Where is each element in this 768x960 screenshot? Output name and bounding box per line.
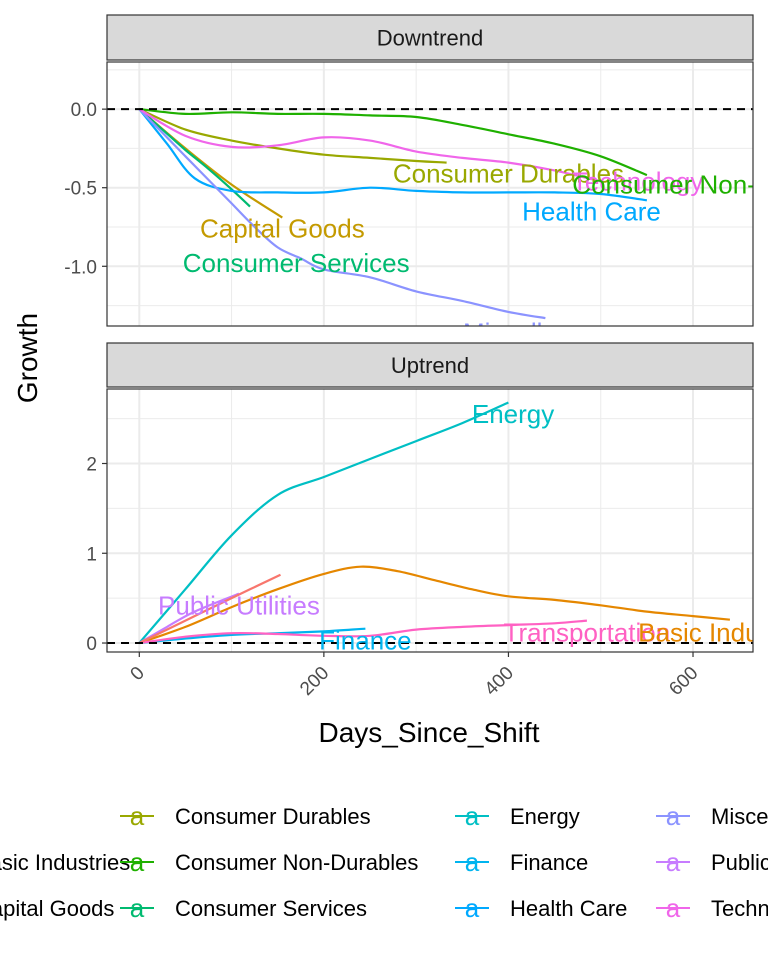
series-line-transportation xyxy=(138,573,281,644)
legend-item-health-care: a Health Care xyxy=(455,893,627,923)
y-tick-label: -0.5 xyxy=(64,179,97,200)
legend-label: Basic Industries xyxy=(0,850,130,875)
legend-key-glyph: a xyxy=(465,801,480,831)
legend-label: Miscellaneous xyxy=(711,804,768,829)
series-line-consumer-non-durables xyxy=(139,108,648,177)
facet-strip xyxy=(106,14,754,61)
facet-strip-text: Uptrend xyxy=(391,353,469,378)
legend-item-finance: a Finance xyxy=(455,847,588,877)
legend-key-glyph: a xyxy=(130,801,145,831)
legend-label: Public Utilities xyxy=(711,850,768,875)
panel-background xyxy=(107,389,753,652)
series-label-capital-goods: Capital Goods xyxy=(200,214,365,244)
series-line-energy xyxy=(138,401,509,644)
series-label-consumer-durables: Consumer Durables xyxy=(393,159,624,189)
legend-item-technology: a Technology xyxy=(656,893,768,923)
legend-label: Energy xyxy=(510,804,580,829)
series-label-health-care: Health Care xyxy=(522,196,661,226)
x-axis-title: Days_Since_Shift xyxy=(318,717,539,748)
legend-label: Health Care xyxy=(510,896,627,921)
y-tick-label: 1 xyxy=(86,544,97,565)
series-label-consumer-non-durables: Consumer Non-Durables xyxy=(572,170,768,200)
legend-key-glyph: a xyxy=(666,847,681,877)
legend-label: Finance xyxy=(510,850,588,875)
panel-border xyxy=(106,61,754,327)
series-line-consumer-durables xyxy=(138,108,447,164)
legend-label: Capital Goods xyxy=(0,896,114,921)
series-label-technology: Technology xyxy=(572,166,704,196)
series-layer xyxy=(138,401,731,645)
series-line-technology xyxy=(139,619,587,645)
facet-strip xyxy=(106,342,754,388)
series-line-basic-industries xyxy=(138,565,731,645)
y-tick-label: -1.0 xyxy=(64,257,97,278)
series-layer xyxy=(138,108,648,320)
legend-key-glyph: a xyxy=(130,847,145,877)
y-tick-label: 2 xyxy=(86,455,97,476)
legend-item-consumer-services: a Consumer Services xyxy=(120,893,367,923)
series-label-basic-industries: Basic Industries xyxy=(638,617,768,647)
y-tick-label: 0.0 xyxy=(71,100,97,121)
series-label-consumer-services: Consumer Services xyxy=(183,248,410,278)
legend-item-public-utilities: a Public Utilities xyxy=(656,847,768,877)
legend-label: Consumer Durables xyxy=(175,804,371,829)
series-line-technology xyxy=(138,108,601,183)
legend-key-glyph: a xyxy=(666,893,681,923)
legend-key-glyph: a xyxy=(666,801,681,831)
series-line-health-care xyxy=(138,108,648,202)
legend-item-capital-goods: aCapital Goods xyxy=(0,896,114,921)
y-tick-label: 0 xyxy=(86,634,97,655)
legend-item-consumer-non-durables: a Consumer Non-Durables xyxy=(120,847,418,877)
legend-item-energy: a Energy xyxy=(455,801,580,831)
legend-key-glyph: a xyxy=(465,893,480,923)
legend-item-consumer-durables: a Consumer Durables xyxy=(120,801,371,831)
legend-label: Consumer Non-Durables xyxy=(175,850,418,875)
series-label-transportation: Transportation xyxy=(504,617,671,647)
series-label-finance: Finance xyxy=(319,625,412,655)
legend-label: Technology xyxy=(711,896,768,921)
series-label-miscellaneous: Miscellaneous xyxy=(463,317,628,347)
series-line-public-utilities xyxy=(138,592,240,644)
panel-border xyxy=(106,388,754,653)
series-label-energy: Energy xyxy=(472,399,554,429)
y-axis-title: Growth xyxy=(12,313,43,403)
legend-label: Consumer Services xyxy=(175,896,367,921)
series-line-miscellaneous xyxy=(138,108,546,320)
panel-background xyxy=(107,62,753,326)
legend-key-glyph: a xyxy=(130,893,145,923)
facet-strip-text: Downtrend xyxy=(377,26,483,51)
legend-key-glyph: a xyxy=(465,847,480,877)
series-label-public-utilities: Public Utilities xyxy=(158,590,320,620)
direct-labels: Energy Public Utilities Finance Transportat… xyxy=(158,399,768,655)
legend: aBasic IndustriesaCapital GoodsaConsumer… xyxy=(0,801,768,923)
legend-item-miscellaneous: a Miscellaneous xyxy=(656,801,768,831)
legend-item-basic-industries: aBasic Industries xyxy=(0,850,130,875)
